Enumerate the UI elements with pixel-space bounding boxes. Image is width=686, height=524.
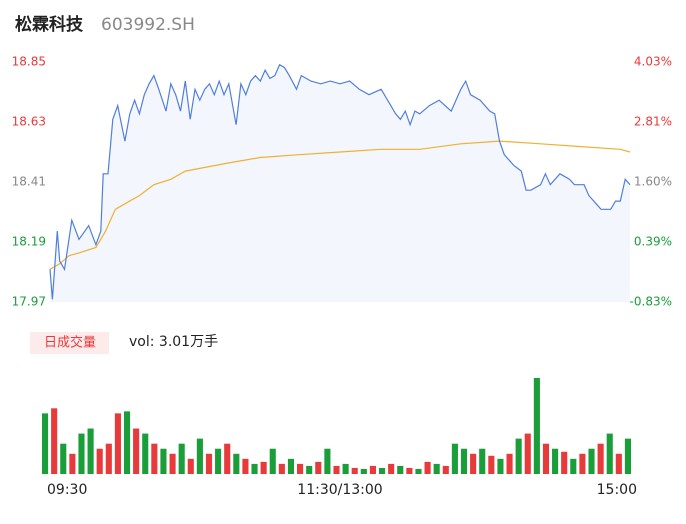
volume-bar <box>506 453 513 474</box>
y-tick-label: 18.41 <box>12 175 46 189</box>
volume-label-bg <box>30 332 109 354</box>
volume-bar <box>215 448 222 474</box>
y-tick-label: 18.63 <box>12 115 46 129</box>
y-tick-label: 18.19 <box>12 235 46 249</box>
volume-bar <box>196 438 203 474</box>
volume-bar <box>351 467 358 474</box>
volume-bar <box>87 428 94 474</box>
volume-bar <box>297 463 304 474</box>
volume-bar <box>78 433 85 474</box>
volume-bar <box>96 448 103 474</box>
volume-bar <box>360 468 367 474</box>
volume-bar <box>479 448 486 474</box>
stock-name: 松霖科技 <box>15 14 84 35</box>
y2-tick-label: 4.03% <box>634 55 672 69</box>
volume-bar <box>178 443 185 474</box>
volume-bar <box>251 463 258 474</box>
y2-tick-label: -0.83% <box>630 295 672 309</box>
volume-bar <box>588 448 595 474</box>
volume-bar <box>470 453 477 474</box>
volume-bar <box>142 433 149 474</box>
volume-bar <box>333 465 340 474</box>
volume-bar <box>342 463 349 474</box>
volume-bar <box>260 461 267 474</box>
volume-bar <box>324 448 331 474</box>
volume-bar <box>205 453 213 474</box>
volume-bar <box>442 465 449 474</box>
series-line <box>49 63 631 300</box>
volume-bar <box>597 443 604 474</box>
volume-bar <box>497 458 504 474</box>
x-tick-label: 11:30/13:00 <box>297 482 382 498</box>
volume-bar <box>278 463 285 474</box>
volume-bar <box>242 458 249 474</box>
volume-bar <box>615 453 622 474</box>
x-tick-label: 15:00 <box>597 482 637 498</box>
volume-bar <box>287 458 295 474</box>
volume-bar <box>451 443 458 474</box>
volume-label: 日成交量 <box>44 335 96 351</box>
volume-bar <box>42 413 49 474</box>
volume-bar <box>160 448 167 474</box>
volume-bar <box>105 443 112 474</box>
volume-bar <box>579 453 586 474</box>
volume-bar <box>570 458 577 474</box>
volume-bar <box>488 455 495 474</box>
volume-bar <box>224 443 231 474</box>
volume-bar <box>606 433 613 474</box>
y-tick-label: 18.85 <box>12 55 46 69</box>
volume-bar <box>51 408 58 474</box>
stock-code: 603992.SH <box>101 15 195 35</box>
volume-bar <box>542 443 550 474</box>
y2-tick-label: 1.60% <box>634 175 672 189</box>
volume-bar <box>415 468 422 474</box>
volume-bar <box>114 413 121 474</box>
volume-bar <box>424 461 431 474</box>
volume-bar <box>169 453 176 474</box>
volume-bar <box>388 463 395 474</box>
volume-bar <box>69 453 76 474</box>
volume-bar <box>233 453 240 474</box>
price-area <box>50 64 630 303</box>
volume-bar <box>369 465 376 474</box>
volume-bar <box>406 467 413 474</box>
volume-bar <box>397 465 404 474</box>
volume-bar <box>306 465 313 474</box>
volume-bar <box>378 467 386 474</box>
volume-bar <box>561 451 568 474</box>
volume-bar <box>315 461 322 474</box>
volume-bar <box>524 433 531 474</box>
volume-bar <box>533 378 540 474</box>
x-tick-label: 09:30 <box>47 482 87 498</box>
volume-bar <box>60 443 67 474</box>
volume-summary: vol: 3.01万手 <box>129 334 218 350</box>
volume-bar <box>187 458 194 474</box>
volume-bar <box>133 428 140 474</box>
y2-tick-label: 0.39% <box>634 234 672 248</box>
volume-bar <box>515 438 522 474</box>
volume-bar <box>460 448 468 474</box>
y2-tick-label: 2.81% <box>634 115 672 129</box>
volume-bar <box>151 443 158 474</box>
volume-bar <box>624 438 631 474</box>
y-tick-label: 17.97 <box>12 295 46 309</box>
volume-bar <box>269 448 276 474</box>
volume-bar <box>123 411 131 474</box>
volume-bar <box>552 448 559 474</box>
volume-bar <box>433 463 440 474</box>
